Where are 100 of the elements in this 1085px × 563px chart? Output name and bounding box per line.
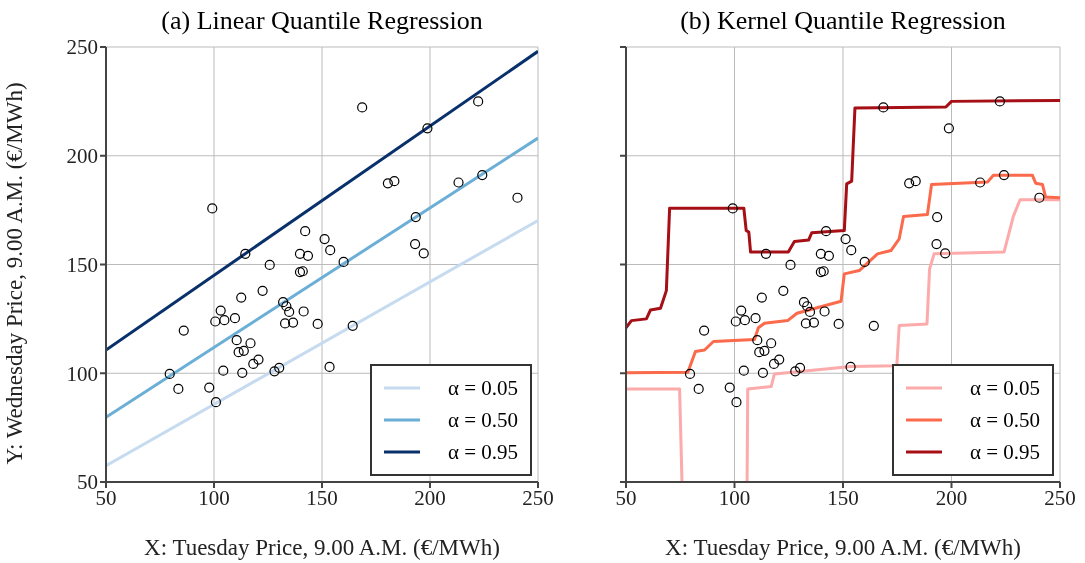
point [210,397,222,408]
x-tick-label: 250 [522,485,554,510]
point [736,305,747,316]
point [164,368,175,379]
point [269,366,280,377]
point [766,338,777,349]
x-tick-label: 100 [198,485,230,510]
point [756,292,767,303]
x-tick-label: 200 [935,485,968,510]
point [800,318,811,329]
point [237,367,248,378]
point [820,226,832,237]
point [998,170,1010,181]
point [312,318,323,329]
point [931,238,942,250]
point [422,123,433,134]
point [357,102,368,113]
point [233,347,244,358]
point [278,297,289,308]
point [768,358,780,369]
point [453,177,464,188]
point [294,248,306,259]
legend-label: α = 0.05 [447,375,518,401]
point [750,313,761,324]
x-tick-label: 200 [414,485,446,510]
point [808,317,820,328]
x-tick-label: 250 [1044,485,1076,510]
point [264,259,275,271]
point [178,325,189,336]
point [512,192,523,203]
y-axis-title: Y: Wednesday Price, 9.00 A.M. (€/MWh) [2,82,28,465]
point [279,318,291,329]
point [878,102,889,113]
point [231,335,242,346]
point [287,317,299,328]
point [943,123,954,134]
y-tick-label: 200 [66,144,98,169]
point [298,306,309,317]
point [410,238,421,250]
point [932,211,943,223]
point [229,313,241,324]
point [823,250,834,261]
chart-title: (a) Linear Quantile Regression [160,6,484,36]
point [238,345,249,356]
point [730,316,741,327]
point [910,176,921,187]
point [248,358,259,369]
point [215,305,226,316]
point [845,361,856,373]
point [253,354,264,365]
point [759,345,770,356]
point [245,338,256,349]
point [754,347,765,358]
point [218,365,229,376]
x-axis-title: X: Tuesday Price, 9.00 A.M. (€/MWh) [665,535,1021,560]
point [840,233,851,245]
point [284,306,295,318]
point [804,306,816,318]
point [859,256,870,267]
point [790,366,801,377]
point [727,203,738,214]
point [731,397,742,408]
point [774,354,785,365]
point [699,325,710,336]
point [904,178,915,189]
point [382,178,393,189]
point [410,211,421,223]
point [274,362,285,373]
point [738,365,749,376]
point [833,318,844,329]
point [324,361,335,373]
point [236,292,247,303]
point [240,248,251,259]
y-tick-label: 100 [66,361,98,386]
point [760,248,772,259]
x-tick-label: 150 [827,485,859,510]
point [802,301,813,312]
point [389,176,400,187]
point [757,367,769,378]
point [302,250,314,261]
point [207,203,218,214]
point [204,382,215,393]
point [868,320,879,331]
legend-label: α = 0.50 [969,407,1040,433]
point [281,301,292,312]
legend-label: α = 0.95 [447,439,518,465]
point [684,368,696,379]
chart-title: (b) Kernel Quantile Regression [679,6,1007,36]
legend-label: α = 0.95 [969,439,1040,465]
point [325,245,336,256]
point [739,315,751,326]
x-tick-label: 150 [306,485,338,510]
point [794,362,806,373]
point [210,316,221,327]
x-tick-label: 100 [718,485,751,510]
point [778,285,789,296]
point [819,306,830,317]
legend-label: α = 0.50 [447,407,518,433]
legend-label: α = 0.05 [969,375,1040,401]
point [338,256,349,267]
